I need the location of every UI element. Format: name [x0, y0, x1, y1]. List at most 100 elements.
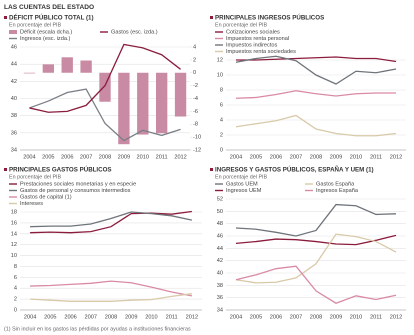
x-tick-label: 2009 — [125, 314, 137, 320]
bar — [42, 64, 54, 73]
line-series — [30, 293, 192, 302]
y-tick-label: 14 — [11, 231, 17, 237]
x-tick-label: 2011 — [370, 154, 382, 160]
y2-tick-label: -10 — [193, 135, 201, 141]
x-tick-label: 2007 — [290, 154, 302, 160]
title-marker — [210, 16, 213, 19]
x-tick-label: 2012 — [174, 154, 186, 160]
bar — [23, 72, 36, 74]
y-tick-label: 4 — [14, 286, 17, 292]
line-series — [29, 43, 181, 113]
y-tick-label: 8 — [14, 264, 17, 270]
x-tick-label: 2009 — [330, 314, 342, 320]
line-series — [235, 233, 397, 284]
line-series — [235, 203, 397, 237]
x-tick-label: 2011 — [166, 314, 178, 320]
x-tick-label: 2006 — [61, 154, 73, 160]
bar — [61, 57, 73, 73]
title-marker — [210, 168, 213, 171]
header: LAS CUENTAS DEL ESTADO — [4, 4, 94, 11]
y-tick-label: 2 — [14, 297, 17, 303]
y-tick-label: 50 — [217, 209, 223, 215]
x-tick-label: 2006 — [64, 314, 76, 320]
footnote: (1) Sin incluir en los gastos las pérdid… — [4, 326, 191, 332]
y2-tick-label: -12 — [193, 147, 201, 153]
line-series — [235, 265, 397, 304]
x-tick-label: 2004 — [24, 314, 36, 320]
line-series — [236, 56, 397, 63]
y2-tick-label: 0 — [193, 70, 196, 76]
y2-tick-label: -4 — [193, 96, 198, 102]
y-tick-label: 46 — [217, 233, 223, 239]
y-tick-label: 12 — [217, 57, 223, 63]
y-tick-label: 10 — [11, 253, 17, 259]
chart-subtitle: En porcentaje del PIB — [215, 174, 268, 180]
bar — [118, 72, 130, 145]
x-tick-label: 2008 — [310, 154, 322, 160]
legend-label: Ingresos España — [316, 188, 359, 194]
x-tick-label: 2010 — [145, 314, 157, 320]
line-series — [30, 211, 193, 228]
title-marker — [4, 168, 7, 171]
y-tick-label: 42 — [217, 258, 223, 264]
y-tick-label: 16 — [11, 220, 17, 226]
bar — [174, 72, 187, 117]
y-tick-label: 18 — [11, 209, 17, 215]
x-tick-label: 2004 — [230, 314, 242, 320]
x-tick-label: 2008 — [105, 314, 117, 320]
x-tick-label: 2006 — [270, 154, 282, 160]
y-tick-label: 52 — [217, 196, 223, 202]
x-tick-label: 2011 — [370, 314, 382, 320]
legend-label: Déficit (escala dcha.) — [20, 29, 72, 35]
line-series — [235, 55, 397, 85]
y-tick-label: 10 — [217, 72, 223, 78]
y-tick-label: 6 — [220, 102, 223, 108]
legend-label: Cotizaciones sociales — [226, 29, 280, 35]
x-tick-label: 2006 — [270, 314, 282, 320]
y-tick-label: 38 — [11, 113, 17, 119]
x-tick-label: 2010 — [137, 154, 149, 160]
chart-title: PRINCIPALES INGRESOS PÚBLICOS — [215, 15, 324, 22]
y2-tick-label: 4 — [193, 44, 196, 50]
legend-label: Impuestos renta sociedades — [226, 49, 296, 55]
x-tick-label: 2005 — [250, 314, 262, 320]
legend-swatch — [9, 30, 17, 34]
legend-label: Prestaciones sociales monetarias y en es… — [20, 181, 136, 187]
legend-label: Gastos UEM — [226, 181, 258, 187]
legend-label: Intereses — [20, 201, 43, 207]
x-tick-label: 2005 — [44, 314, 56, 320]
y-tick-label: 44 — [217, 246, 223, 252]
line-series — [235, 234, 397, 246]
bar — [80, 60, 92, 73]
y-tick-label: 2 — [220, 132, 223, 138]
bar — [99, 72, 111, 102]
x-tick-label: 2007 — [290, 314, 302, 320]
y2-tick-label: 2 — [193, 57, 196, 63]
line-series — [29, 88, 181, 142]
x-tick-label: 2012 — [390, 314, 402, 320]
y-tick-label: 40 — [217, 270, 223, 276]
x-tick-label: 2008 — [310, 314, 322, 320]
legend-label: Gastos España — [316, 181, 355, 187]
legend-label: Impuestos indirectos — [226, 42, 278, 48]
chart-title: DÉFICIT PÚBLICO TOTAL (1) — [9, 14, 94, 22]
legend-label: Ingresos UEM — [226, 188, 262, 194]
x-tick-label: 2005 — [42, 154, 54, 160]
x-tick-label: 2009 — [118, 154, 130, 160]
chart-subtitle: En porcentaje del PIB — [9, 22, 62, 28]
y-tick-label: 34 — [11, 147, 17, 153]
legend-label: Impuestos renta personal — [226, 36, 289, 42]
x-tick-label: 2009 — [330, 154, 342, 160]
y-tick-label: 38 — [217, 283, 223, 289]
chart-subtitle: En porcentaje del PIB — [215, 22, 268, 28]
x-tick-label: 2004 — [230, 154, 242, 160]
bar — [137, 72, 149, 135]
y-tick-label: 4 — [220, 117, 223, 123]
y-tick-label: 12 — [11, 242, 17, 248]
y-tick-label: 0 — [220, 147, 223, 153]
y-tick-label: 8 — [220, 87, 223, 93]
x-tick-label: 2005 — [250, 154, 262, 160]
y-tick-label: 42 — [11, 79, 17, 85]
chart-title: PRINCIPALES GASTOS PÚBLICOS — [9, 167, 112, 174]
